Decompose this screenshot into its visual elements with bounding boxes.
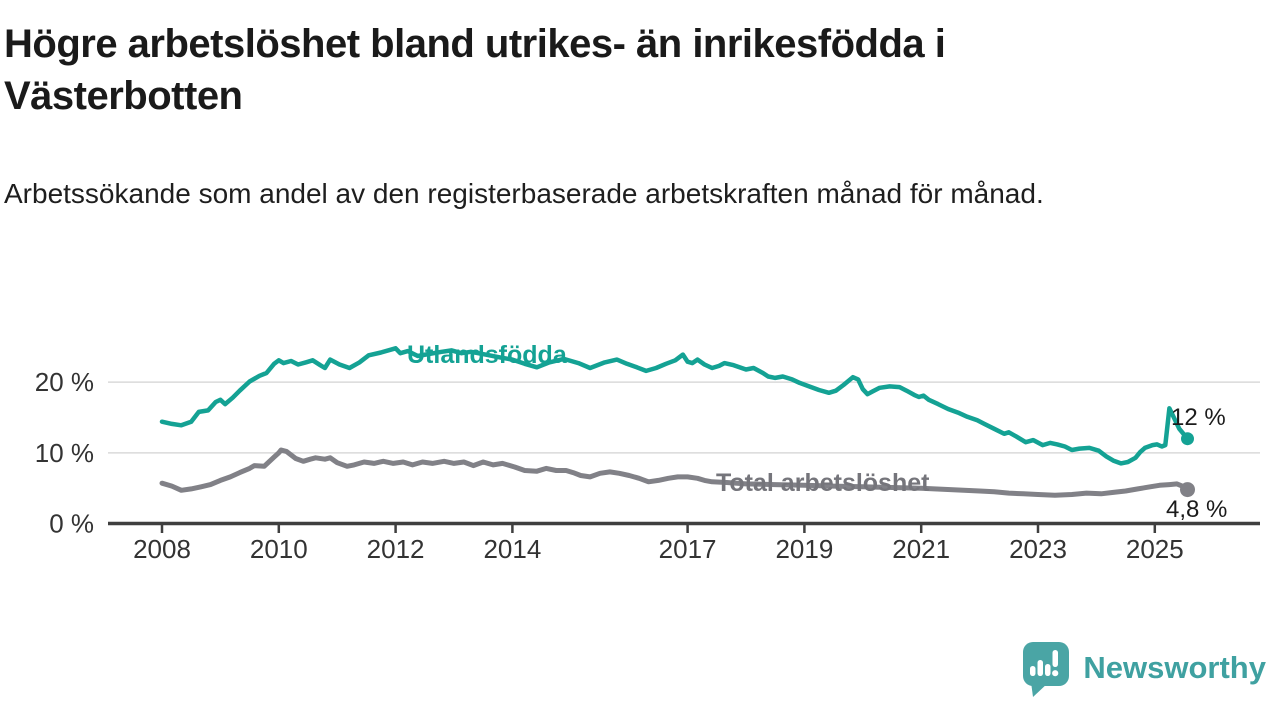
end-value-label-total: 4,8 % [1166, 496, 1227, 523]
series-line-utlandsfodda [159, 346, 1190, 466]
y-tick-label: 20 % [35, 367, 94, 397]
x-tick-label: 2021 [892, 534, 950, 564]
newsworthy-logo: Newsworthy [1021, 638, 1266, 698]
x-tick-label: 2019 [775, 534, 833, 564]
x-tick-label: 2025 [1126, 534, 1184, 564]
x-tick-label: 2014 [483, 534, 541, 564]
y-tick-label: 0 % [49, 509, 94, 539]
x-tick-label: 2010 [250, 534, 308, 564]
end-value-label-utlandsfodda: 12 % [1171, 404, 1226, 431]
x-tick-label: 2012 [367, 534, 425, 564]
series-end-dot-total [1180, 482, 1196, 498]
newsworthy-logo-icon [1023, 642, 1070, 697]
series-line-total [159, 447, 1190, 498]
x-tick-label: 2023 [1009, 534, 1067, 564]
x-tick-label: 2017 [659, 534, 717, 564]
page-title: Högre arbetslöshet bland utrikes- än inr… [4, 22, 946, 118]
series-label-total: Total arbetslöshet [716, 469, 930, 497]
chart-subtitle: Arbetssökande som andel av den registerb… [4, 178, 1044, 209]
series-end-dot-utlandsfodda [1181, 432, 1195, 446]
x-tick-label: 2008 [133, 534, 191, 564]
chart-header: Högre arbetslöshet bland utrikes- än inr… [4, 18, 1214, 215]
newsworthy-logo-text: Newsworthy [1083, 650, 1266, 685]
series-label-utlandsfodda: Utlandsfödda [407, 341, 568, 369]
y-tick-label: 10 % [35, 438, 94, 468]
